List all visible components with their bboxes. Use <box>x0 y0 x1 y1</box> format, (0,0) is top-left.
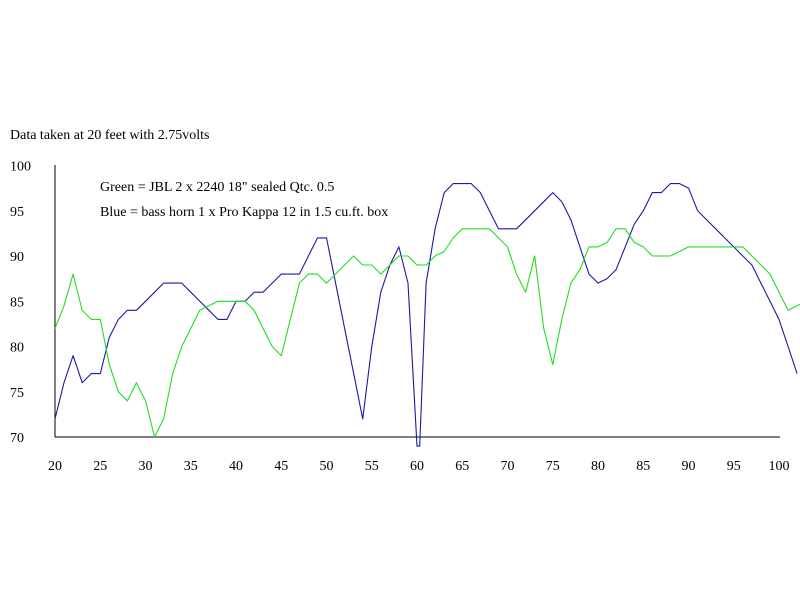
y-tick-label: 100 <box>10 160 31 175</box>
x-tick-label: 70 <box>501 459 515 474</box>
y-tick-label: 70 <box>10 431 24 446</box>
x-tick-label: 85 <box>636 459 650 474</box>
x-tick-label: 75 <box>546 459 560 474</box>
x-tick-label: 50 <box>320 459 334 474</box>
x-tick-label: 60 <box>410 459 424 474</box>
x-tick-label: 65 <box>455 459 469 474</box>
x-tick-label: 100 <box>769 459 790 474</box>
x-tick-label: 95 <box>727 459 741 474</box>
legend-blue-label: Blue = bass horn 1 x Pro Kappa 12 in 1.5… <box>100 205 388 220</box>
x-tick-label: 40 <box>229 459 243 474</box>
x-tick-label: 80 <box>591 459 605 474</box>
x-tick-label: 55 <box>365 459 379 474</box>
y-tick-label: 75 <box>10 386 24 401</box>
series-line-green <box>54 228 800 438</box>
y-tick-label: 90 <box>10 250 24 265</box>
y-tick-label: 80 <box>10 341 24 356</box>
x-tick-label: 90 <box>682 459 696 474</box>
y-tick-label: 95 <box>10 205 24 220</box>
axes: 70 75 80 85 90 95 100 20 25 30 35 40 45 50 55 60 65 70 75 8… <box>10 160 790 475</box>
y-tick-label: 85 <box>10 295 24 310</box>
series-line-blue <box>54 183 798 447</box>
x-tick-label: 35 <box>184 459 198 474</box>
measurement-note: Data taken at 20 feet with 2.75volts <box>10 128 209 143</box>
x-tick-label: 30 <box>139 459 153 474</box>
x-tick-label: 20 <box>48 459 62 474</box>
x-tick-label: 45 <box>274 459 288 474</box>
series-lines <box>54 183 800 447</box>
x-tick-label: 25 <box>93 459 107 474</box>
legend-green-label: Green = JBL 2 x 2240 18" sealed Qtc. 0.5 <box>100 180 334 195</box>
